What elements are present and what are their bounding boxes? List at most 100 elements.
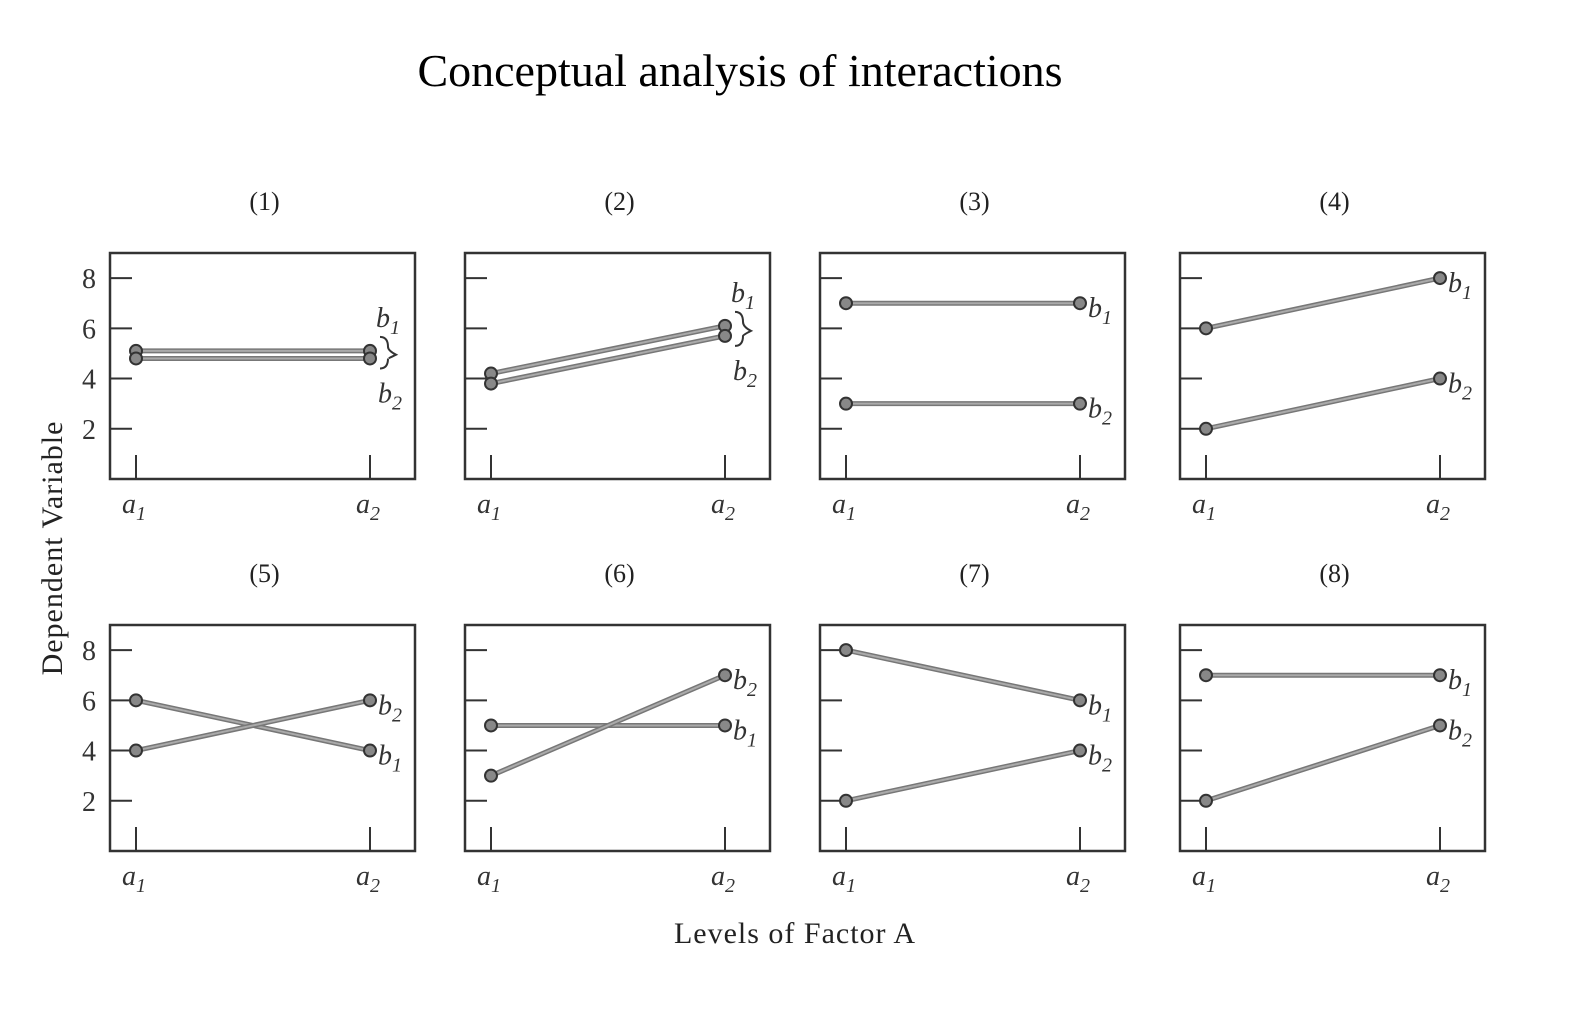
x-tick-label: a1 (1192, 489, 1216, 525)
series-line-b2 (1205, 724, 1441, 802)
chart-panel-3: (3) a1 a2 b1 b2 (818, 187, 1127, 525)
data-point-b2 (839, 396, 853, 411)
series-label-b2: b2 (733, 665, 757, 701)
data-point-b2 (1073, 743, 1087, 758)
x-tick-label: a2 (1066, 861, 1090, 897)
plot-frame (818, 623, 1127, 853)
y-tick-label: 8 (82, 636, 96, 667)
chart-panel-8: (8) a1 a2 b1 b2 (1178, 559, 1487, 897)
series-line-b1 (490, 324, 726, 375)
chart-panel-7: (7) a1 a2 b1 b2 (818, 559, 1127, 897)
series-label-b1: b1 (1448, 665, 1472, 701)
data-point-b1 (1433, 271, 1447, 286)
plot-frame (463, 623, 772, 853)
data-point-b1 (129, 693, 143, 708)
data-point-b2 (1199, 421, 1213, 436)
x-tick-label: a1 (832, 489, 856, 525)
series-label-b2: b2 (733, 356, 757, 392)
x-tick-label: a2 (1426, 489, 1450, 525)
panel-label: (7) (959, 559, 989, 588)
series-label-b2: b2 (1088, 741, 1112, 777)
x-tick-label: a2 (356, 489, 380, 525)
y-tick-label: 6 (82, 686, 96, 717)
data-point-b1 (1199, 668, 1213, 683)
x-tick-label: a2 (1426, 861, 1450, 897)
series-line-b2 (845, 749, 1081, 802)
plot-frame (818, 251, 1127, 481)
panel-label: (2) (604, 187, 634, 216)
data-point-b2 (718, 668, 732, 683)
series-label-b1: b1 (378, 741, 402, 777)
y-tick-label: 2 (82, 787, 96, 818)
series-line-b2 (1205, 377, 1441, 430)
panel-label: (5) (249, 559, 279, 588)
y-tick-label: 6 (82, 314, 96, 345)
series-label-b1: b1 (1088, 293, 1112, 329)
data-point-b1 (363, 743, 377, 758)
data-point-b2 (129, 351, 143, 366)
panel-label: (1) (249, 187, 279, 216)
series-label-b1: b1 (731, 278, 755, 314)
series-label-b2: b2 (1448, 369, 1472, 405)
y-tick-label: 4 (82, 737, 96, 768)
series-label-b2: b2 (378, 690, 402, 726)
x-tick-label: a2 (711, 861, 735, 897)
data-point-b2 (718, 328, 732, 343)
data-point-b1 (718, 718, 732, 733)
data-point-b2 (1073, 396, 1087, 411)
data-point-b1 (1073, 693, 1087, 708)
data-point-b1 (1433, 668, 1447, 683)
series-label-b2: b2 (1088, 394, 1112, 430)
data-point-b2 (484, 768, 498, 783)
series-label-b1: b1 (1448, 268, 1472, 304)
data-point-b2 (1433, 718, 1447, 733)
data-point-b1 (839, 643, 853, 658)
x-axis-title: Levels of Factor A (674, 917, 916, 950)
panel-label: (8) (1319, 559, 1349, 588)
x-tick-label: a1 (122, 861, 146, 897)
chart-panel-2: (2) a1 a2 b1 b2 (463, 187, 772, 525)
series-label-b2: b2 (378, 378, 402, 414)
series-label-b1: b1 (733, 715, 757, 751)
data-point-b2 (839, 793, 853, 808)
data-point-b1 (1073, 296, 1087, 311)
data-point-b1 (1199, 321, 1213, 336)
x-tick-label: a1 (122, 489, 146, 525)
y-axis-title: Dependent Variable (36, 421, 69, 676)
y-tick-label: 2 (82, 415, 96, 446)
x-tick-label: a1 (832, 861, 856, 897)
x-tick-label: a2 (1066, 489, 1090, 525)
data-point-b2 (1433, 371, 1447, 386)
series-label-b1: b1 (376, 303, 400, 339)
chart-panel-1: (1) 2 4 6 8 a1 a2 b1 b2 (82, 187, 417, 525)
data-point-b1 (839, 296, 853, 311)
plot-frame (1178, 251, 1487, 481)
series-line-b1 (845, 649, 1081, 702)
chart-panel-6: (6) a1 a2 b1 b2 (463, 559, 772, 897)
chart-panel-4: (4) a1 a2 b1 b2 (1178, 187, 1487, 525)
brace-bracket (379, 335, 399, 370)
x-tick-label: a2 (356, 861, 380, 897)
y-tick-label: 8 (82, 264, 96, 295)
data-point-b2 (484, 376, 498, 391)
series-label-b1: b1 (1088, 690, 1112, 726)
panel-label: (6) (604, 559, 634, 588)
series-line-b2 (490, 334, 726, 385)
data-point-b2 (129, 743, 143, 758)
series-line-b2 (135, 699, 371, 752)
figure-title: Conceptual analysis of interactions (417, 45, 1062, 96)
plot-frame (463, 251, 772, 481)
panel-label: (4) (1319, 187, 1349, 216)
series-line-b1 (1205, 277, 1441, 330)
data-point-b1 (484, 718, 498, 733)
x-tick-label: a2 (711, 489, 735, 525)
plot-frame (108, 251, 417, 481)
plot-frame (1178, 623, 1487, 853)
x-tick-label: a1 (477, 861, 501, 897)
plot-frame (108, 623, 417, 853)
x-tick-label: a1 (1192, 861, 1216, 897)
y-tick-label: 4 (82, 365, 96, 396)
panel-label: (3) (959, 187, 989, 216)
